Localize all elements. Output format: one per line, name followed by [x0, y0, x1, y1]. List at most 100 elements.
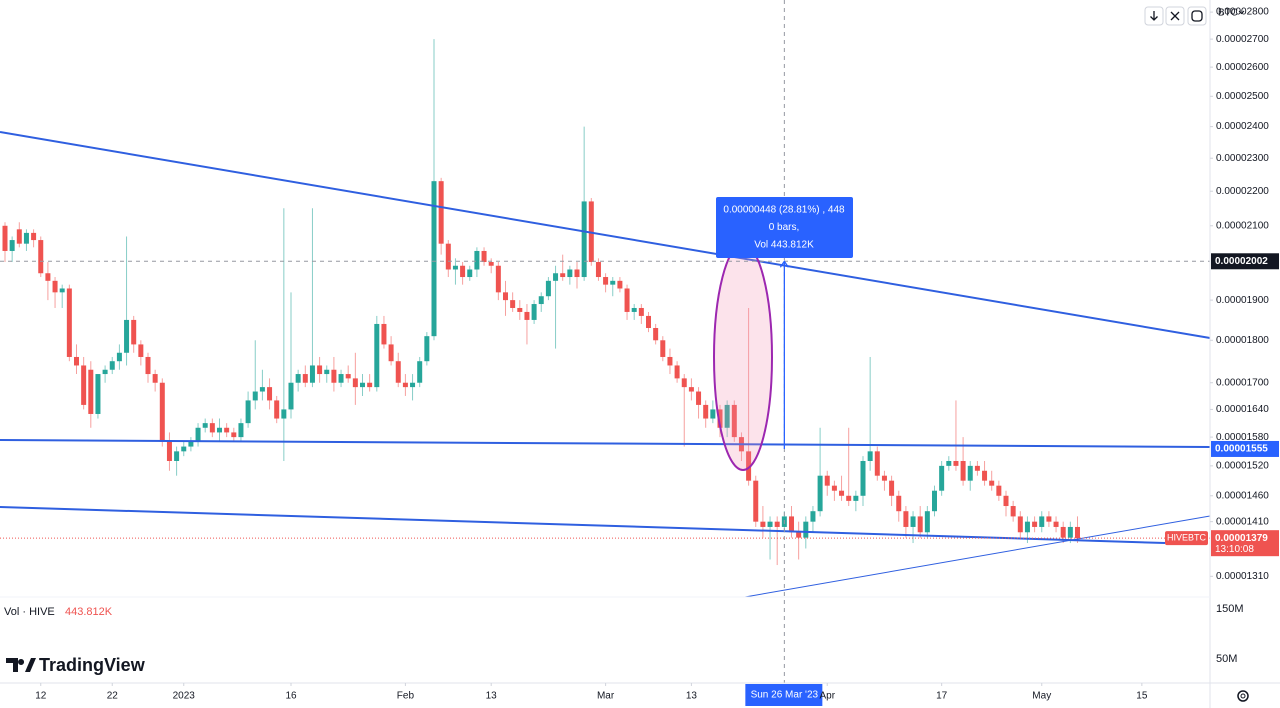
candle-body — [259, 387, 265, 392]
candle-body — [245, 400, 251, 424]
candle-body — [846, 495, 852, 501]
candle-body — [960, 460, 966, 481]
candle-body — [731, 404, 737, 438]
gear-hub — [1240, 693, 1246, 699]
trend-line[interactable] — [0, 131, 1211, 339]
candle-body — [617, 280, 623, 289]
logo-icon — [6, 658, 36, 672]
line-price-box — [1211, 440, 1279, 457]
y-tick-label: 0.00002100 — [1216, 220, 1269, 231]
candle-body — [367, 382, 373, 388]
ellipse-drawing[interactable] — [713, 243, 773, 471]
candle-body — [631, 307, 637, 312]
y-tick-label: 0.00001520 — [1216, 461, 1269, 472]
y-tick-label: 0.00002300 — [1216, 153, 1269, 164]
trend-line[interactable] — [0, 439, 1211, 448]
x-tick-label: Mar — [597, 691, 615, 702]
candle-body — [746, 451, 752, 481]
y-tick-label: 0.00001900 — [1216, 295, 1269, 306]
candle-body — [674, 365, 680, 379]
candle-body — [438, 181, 444, 244]
candle-body — [538, 296, 544, 305]
candle-body — [431, 181, 437, 337]
candle-body — [152, 374, 158, 383]
candle-body — [1046, 516, 1052, 522]
candle-body — [324, 369, 330, 375]
candle-body — [338, 374, 344, 383]
candle-body — [195, 427, 201, 442]
crosshair-price-box — [1211, 253, 1279, 270]
y-tick-label: 0.00002800 — [1216, 7, 1269, 18]
candle-body — [116, 352, 122, 362]
candle-body — [238, 423, 244, 438]
x-tick-label: 22 — [107, 691, 119, 702]
currency-label[interactable]: BTC — [1218, 8, 1238, 19]
candle-body — [839, 490, 845, 496]
watermark: TradingView — [39, 655, 146, 675]
candle-body — [753, 480, 759, 522]
candle-body — [817, 475, 823, 512]
candle-body — [174, 451, 180, 461]
candle-body — [567, 269, 573, 278]
trend-line[interactable] — [744, 515, 1211, 598]
candle-body — [581, 201, 587, 278]
y-tick-label: 0.00001640 — [1216, 404, 1269, 415]
candle-body — [345, 374, 351, 379]
candle-body — [209, 423, 215, 433]
candle-body — [460, 265, 466, 278]
chevron-icon — [1238, 10, 1245, 15]
trend-line[interactable] — [0, 506, 1166, 544]
candle-body — [703, 404, 709, 419]
candle-body — [188, 441, 194, 447]
candle-body — [402, 382, 408, 388]
candle-body — [660, 340, 666, 357]
settings-icon[interactable] — [1237, 690, 1249, 702]
candle-body — [595, 262, 601, 278]
symbol-label: HIVEBTC — [1167, 533, 1207, 543]
candle-body — [553, 273, 559, 281]
candle-body — [974, 465, 980, 471]
candle-body — [1060, 526, 1066, 538]
candle-body — [288, 382, 294, 410]
candle-body — [74, 356, 79, 366]
candle-body — [138, 344, 144, 357]
candle-body — [59, 288, 65, 293]
volume-tick-label: 150M — [1216, 603, 1244, 615]
candle-body — [481, 250, 487, 263]
candle-body — [131, 319, 137, 345]
candle-body — [360, 382, 365, 388]
y-tick-label: 0.00001410 — [1216, 516, 1269, 527]
candle-body — [45, 273, 51, 281]
candle-body — [1075, 526, 1080, 539]
candle-body — [831, 485, 837, 491]
candle-body — [803, 521, 809, 538]
candle-body — [31, 232, 37, 241]
candle-body — [452, 265, 458, 270]
candle-body — [503, 292, 508, 301]
crosshair-date-box — [745, 684, 823, 706]
candle-body — [102, 369, 108, 375]
candle-body — [381, 323, 387, 345]
y-tick-label: 0.00001580 — [1216, 432, 1269, 443]
candle-body — [166, 441, 172, 461]
candle-body — [124, 319, 130, 353]
candle-body — [66, 288, 72, 357]
fit-icon — [1191, 10, 1203, 22]
symbol-box — [1165, 531, 1208, 546]
candle-body — [696, 391, 702, 405]
candle-body — [1017, 516, 1023, 533]
candle-body — [217, 427, 222, 433]
candle-body — [1003, 495, 1009, 507]
fit-button[interactable] — [1187, 6, 1207, 26]
candle-body — [610, 280, 616, 285]
volume-tick-label: 50M — [1216, 653, 1237, 665]
crosshair-price-label: 0.00002002 — [1215, 256, 1268, 267]
candle-body — [574, 269, 580, 278]
candle-body — [467, 269, 473, 278]
crosshair-date-label: Sun 26 Mar '23 — [751, 690, 819, 701]
candle-body — [95, 374, 101, 414]
